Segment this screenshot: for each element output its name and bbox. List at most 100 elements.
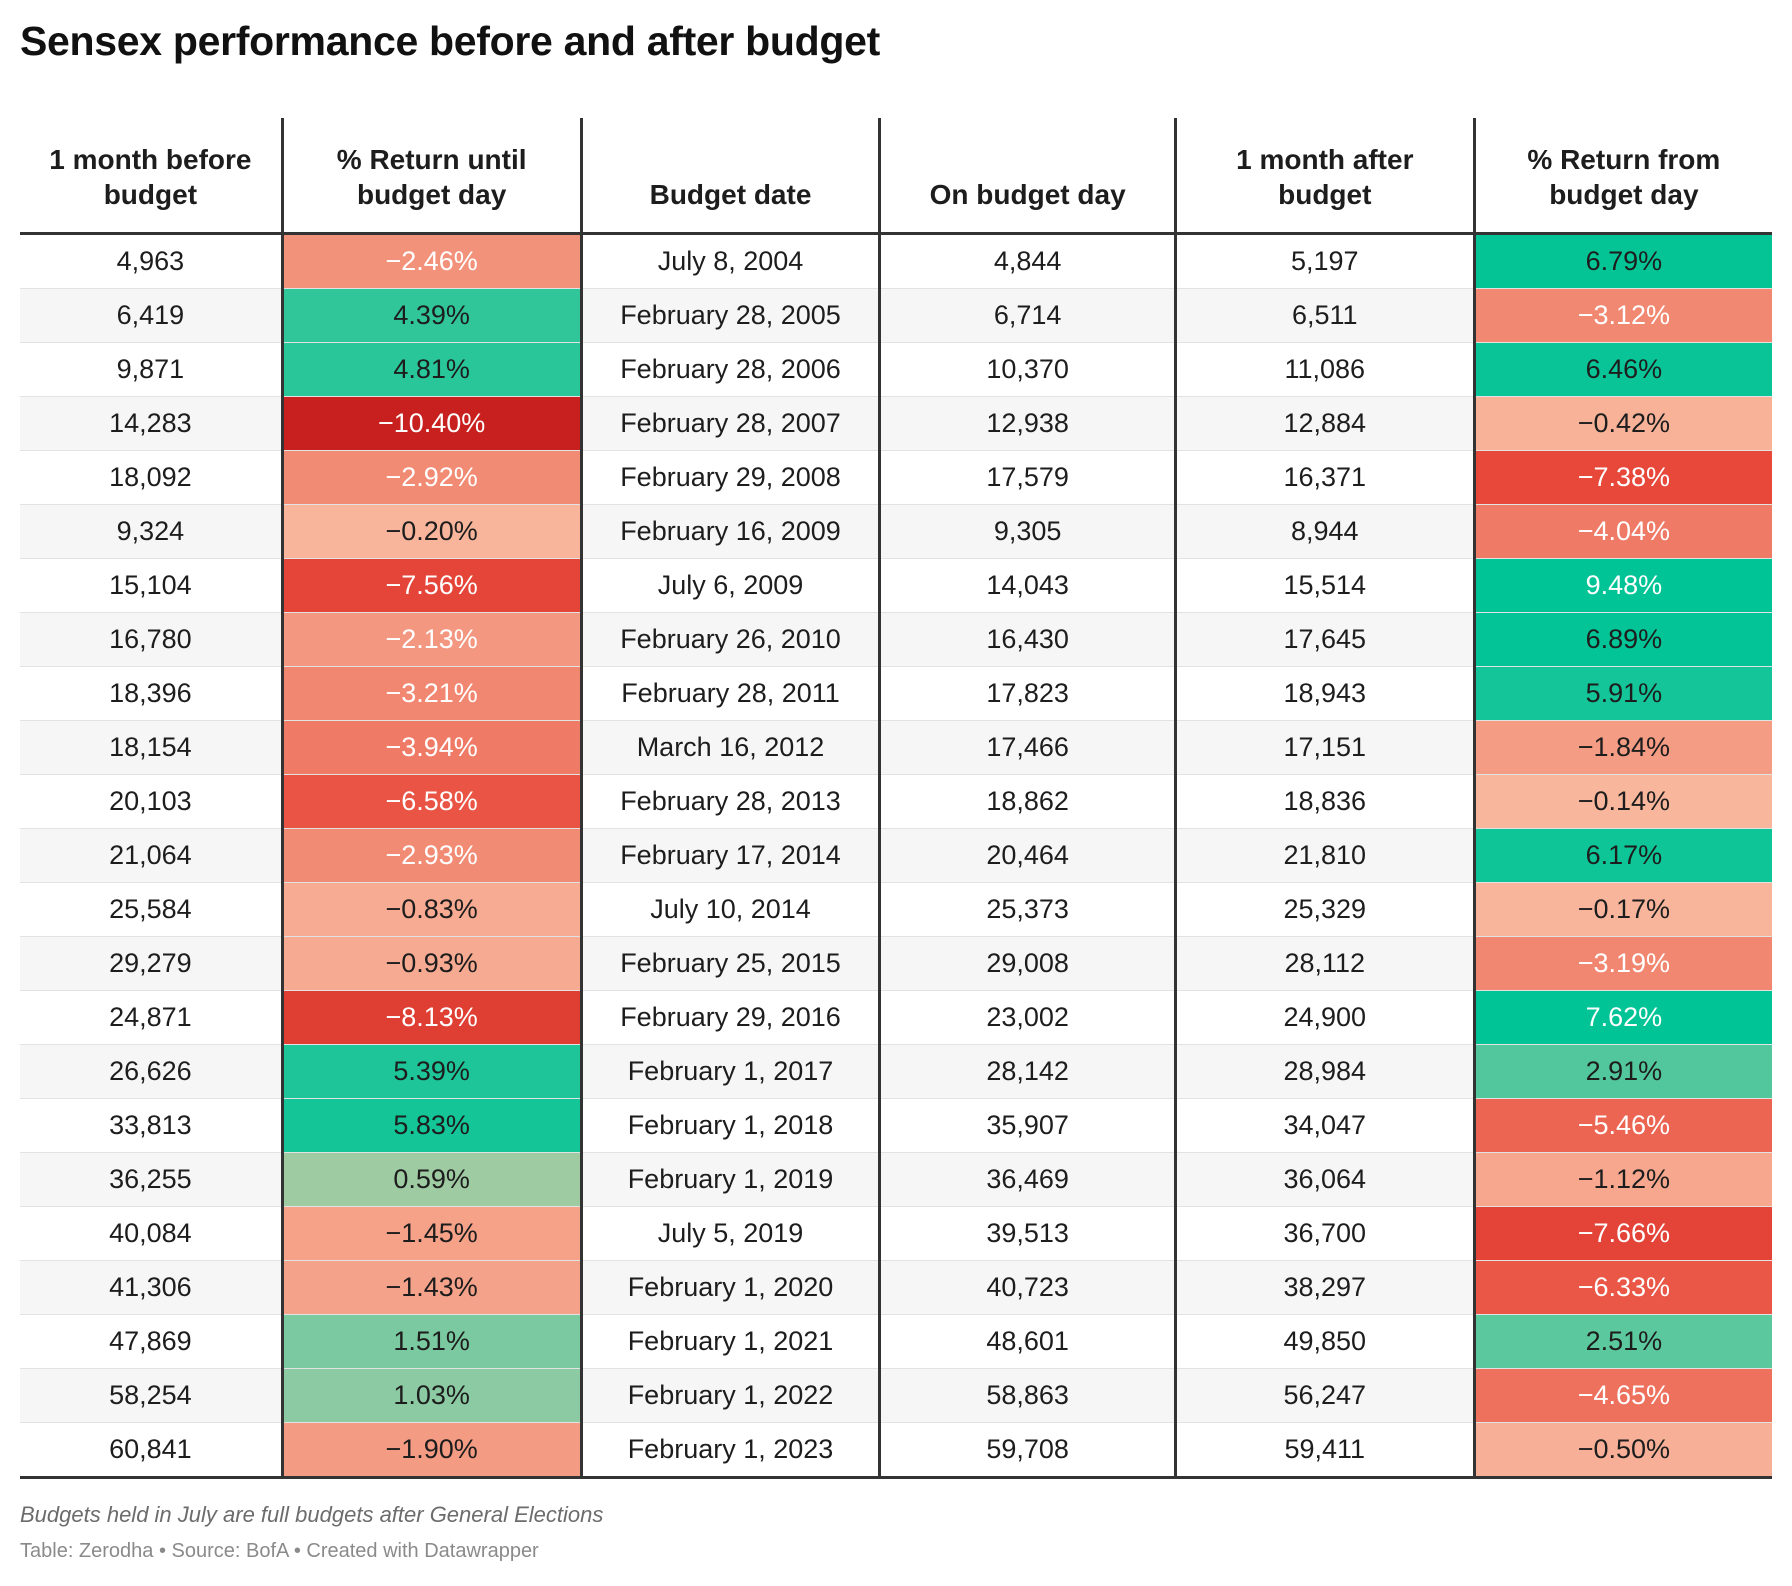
after-budget-cell: 28,984 — [1173, 1044, 1475, 1099]
budget-date-cell: February 17, 2014 — [579, 828, 880, 883]
return-until-cell: −1.43% — [280, 1260, 582, 1315]
return-from-cell: −1.84% — [1472, 720, 1772, 775]
return-until-cell: −0.83% — [280, 882, 582, 937]
table-row: 40,084 −1.45% July 5, 2019 39,513 36,700 −7.6… — [20, 1206, 1772, 1261]
budget-date-cell: February 1, 2021 — [579, 1314, 880, 1369]
budget-date-cell: February 28, 2013 — [579, 774, 880, 829]
return-from-cell: 7.62% — [1472, 990, 1772, 1045]
return-until-cell: 0.59% — [280, 1152, 582, 1207]
on-budget-day-cell: 35,907 — [878, 1098, 1176, 1153]
budget-date-cell: February 1, 2020 — [579, 1260, 880, 1315]
return-until-cell: 4.39% — [280, 288, 582, 343]
table-row: 18,154 −3.94% March 16, 2012 17,466 17,151 −1… — [20, 720, 1772, 775]
on-budget-day-cell: 36,469 — [878, 1152, 1176, 1207]
table-row: 26,626 5.39% February 1, 2017 28,142 28,984 2… — [20, 1044, 1772, 1099]
before-budget-cell: 16,780 — [20, 612, 283, 667]
after-budget-cell: 6,511 — [1173, 288, 1475, 343]
on-budget-day-cell: 28,142 — [878, 1044, 1176, 1099]
budget-date-cell: February 16, 2009 — [579, 504, 880, 559]
table-row: 33,813 5.83% February 1, 2018 35,907 34,047−… — [20, 1098, 1772, 1153]
return-until-cell: −0.93% — [280, 936, 582, 991]
header-row: 1 month before budget % Return until bud… — [20, 118, 1772, 235]
before-budget-cell: 33,813 — [20, 1098, 283, 1153]
before-budget-cell: 4,963 — [20, 233, 283, 289]
after-budget-cell: 16,371 — [1173, 450, 1475, 505]
on-budget-day-cell: 6,714 — [878, 288, 1176, 343]
table-row: 18,092 −2.92% February 29, 2008 17,579 16,37… — [20, 450, 1772, 505]
on-budget-day-cell: 25,373 — [878, 882, 1176, 937]
return-from-cell: −0.50% — [1472, 1422, 1772, 1479]
after-budget-cell: 36,064 — [1173, 1152, 1475, 1207]
return-until-cell: 5.83% — [280, 1098, 582, 1153]
on-budget-day-cell: 48,601 — [878, 1314, 1176, 1369]
return-until-cell: −8.13% — [280, 990, 582, 1045]
after-budget-cell: 36,700 — [1173, 1206, 1475, 1261]
header-return-until[interactable]: % Return until budget day — [280, 118, 582, 235]
return-from-cell: 9.48% — [1472, 558, 1772, 613]
after-budget-cell: 8,944 — [1173, 504, 1475, 559]
after-budget-cell: 18,943 — [1173, 666, 1475, 721]
return-until-cell: 5.39% — [280, 1044, 582, 1099]
budget-date-cell: February 28, 2011 — [579, 666, 880, 721]
on-budget-day-cell: 20,464 — [878, 828, 1176, 883]
before-budget-cell: 26,626 — [20, 1044, 283, 1099]
return-until-cell: −1.45% — [280, 1206, 582, 1261]
budget-date-cell: July 5, 2019 — [579, 1206, 880, 1261]
table-row: 6,419 4.39% February 28, 2005 6,714 6,511 −3.… — [20, 288, 1772, 343]
return-from-cell: 6.17% — [1472, 828, 1772, 883]
before-budget-cell: 18,396 — [20, 666, 283, 721]
on-budget-day-cell: 17,466 — [878, 720, 1176, 775]
chart-title: Sensex performance before and after budg… — [20, 18, 881, 64]
return-until-cell: 4.81% — [280, 342, 582, 397]
table-row: 20,103 −6.58% February 28, 2013 18,862 18,83… — [20, 774, 1772, 829]
table-row: 14,283 −10.40% February 28, 2007 12,938 12,8… — [20, 396, 1772, 451]
before-budget-cell: 9,871 — [20, 342, 283, 397]
budget-date-cell: February 28, 2006 — [579, 342, 880, 397]
header-return-from[interactable]: % Return from budget day — [1472, 118, 1772, 235]
return-from-cell: 6.89% — [1472, 612, 1772, 667]
table-notes: Budgets held in July are full budgets af… — [20, 1502, 604, 1527]
before-budget-cell: 15,104 — [20, 558, 283, 613]
before-budget-cell: 9,324 — [20, 504, 283, 559]
before-budget-cell: 20,103 — [20, 774, 283, 829]
on-budget-day-cell: 23,002 — [878, 990, 1176, 1045]
after-budget-cell: 24,900 — [1173, 990, 1475, 1045]
budget-date-cell: July 8, 2004 — [579, 233, 880, 289]
return-until-cell: −2.92% — [280, 450, 582, 505]
before-budget-cell: 29,279 — [20, 936, 283, 991]
before-budget-cell: 18,092 — [20, 450, 283, 505]
table-row: 9,324 −0.20% February 16, 2009 9,305 8,944 −4… — [20, 504, 1772, 559]
return-from-cell: 6.46% — [1472, 342, 1772, 397]
budget-date-cell: February 1, 2017 — [579, 1044, 880, 1099]
return-from-cell: 2.91% — [1472, 1044, 1772, 1099]
on-budget-day-cell: 10,370 — [878, 342, 1176, 397]
after-budget-cell: 25,329 — [1173, 882, 1475, 937]
return-until-cell: 1.51% — [280, 1314, 582, 1369]
header-on-budget-day[interactable]: On budget day — [878, 118, 1176, 235]
table-row: 4,963 −2.46% July 8, 2004 4,844 5,197 6.79% — [20, 233, 1772, 289]
return-from-cell: −7.66% — [1472, 1206, 1772, 1261]
table-row: 47,869 1.51% February 1, 2021 48,601 49,850 2… — [20, 1314, 1772, 1369]
header-after-budget[interactable]: 1 month after budget — [1173, 118, 1475, 235]
return-until-cell: −3.94% — [280, 720, 582, 775]
before-budget-cell: 47,869 — [20, 1314, 283, 1369]
table-byline: Table: Zerodha • Source: BofA • Created … — [20, 1540, 539, 1562]
table-row: 21,064 −2.93% February 17, 2014 20,464 21,81… — [20, 828, 1772, 883]
header-budget-date[interactable]: Budget date — [579, 118, 880, 235]
return-from-cell: −4.65% — [1472, 1368, 1772, 1423]
before-budget-cell: 58,254 — [20, 1368, 283, 1423]
return-from-cell: −0.14% — [1472, 774, 1772, 829]
before-budget-cell: 14,283 — [20, 396, 283, 451]
on-budget-day-cell: 14,043 — [878, 558, 1176, 613]
header-before-budget[interactable]: 1 month before budget — [20, 118, 283, 235]
budget-date-cell: February 28, 2007 — [579, 396, 880, 451]
return-until-cell: −10.40% — [280, 396, 582, 451]
after-budget-cell: 15,514 — [1173, 558, 1475, 613]
after-budget-cell: 5,197 — [1173, 233, 1475, 289]
before-budget-cell: 25,584 — [20, 882, 283, 937]
after-budget-cell: 18,836 — [1173, 774, 1475, 829]
before-budget-cell: 18,154 — [20, 720, 283, 775]
on-budget-day-cell: 16,430 — [878, 612, 1176, 667]
return-until-cell: −2.93% — [280, 828, 582, 883]
table-row: 16,780 −2.13% February 26, 2010 16,430 17,64… — [20, 612, 1772, 667]
